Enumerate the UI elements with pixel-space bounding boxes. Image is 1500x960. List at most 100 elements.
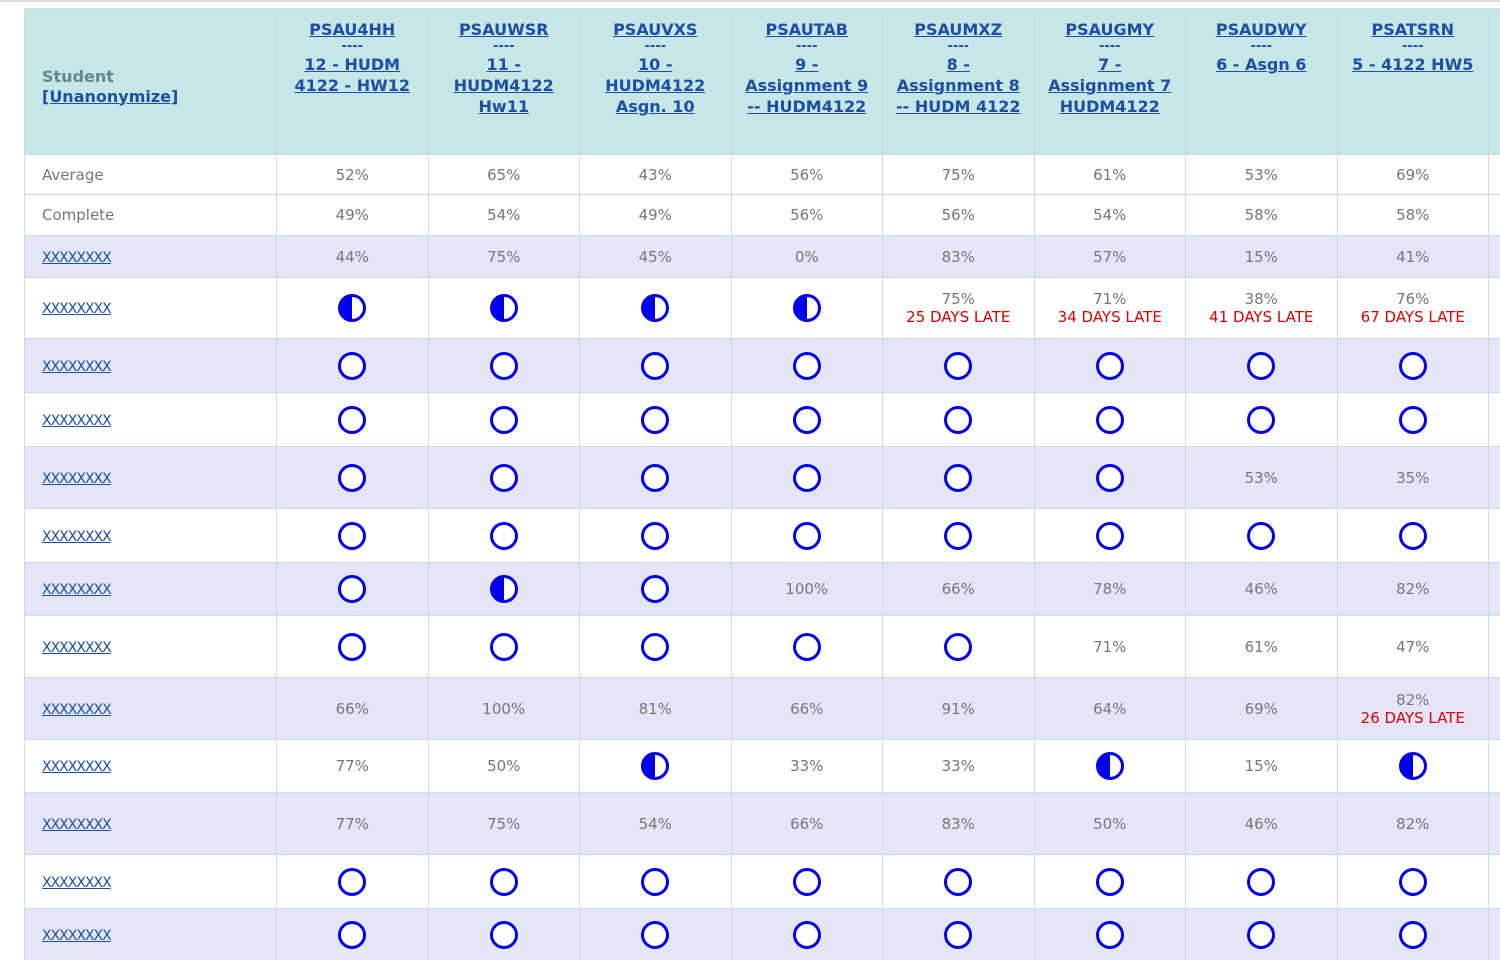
- late-note: 25 DAYS LATE: [906, 308, 1011, 326]
- student-name[interactable]: XXXXXXXX: [42, 470, 112, 487]
- score: 50%: [1093, 814, 1127, 833]
- score: 66%: [790, 814, 824, 833]
- assignment-id[interactable]: PSAUDWY: [1215, 20, 1307, 39]
- assignment-id[interactable]: PSATSRN: [1371, 20, 1455, 39]
- student-name[interactable]: XXXXXXXX: [42, 639, 112, 656]
- student-name[interactable]: XXXXXXXX: [42, 701, 112, 718]
- score: 45%: [638, 247, 672, 266]
- assignment-id[interactable]: PSAUWSR: [458, 20, 549, 39]
- assignment-id[interactable]: PSAU4HH: [309, 20, 396, 39]
- grade-cell: [579, 508, 732, 563]
- summary-value: 54%: [1093, 206, 1127, 224]
- score: 50%: [487, 757, 521, 775]
- student-name[interactable]: XXXXXXXX: [42, 928, 112, 944]
- student-name[interactable]: XXXXXXXX: [42, 301, 112, 317]
- in-progress-icon: [489, 294, 518, 322]
- student-name[interactable]: XXXXXXXX: [42, 874, 112, 891]
- grade-cell: [276, 615, 429, 678]
- assignment-header: PSAUTAB ---- 9 - Assignment 9 -- HUDM4122: [730, 8, 883, 155]
- row-label: XXXXXXXX: [24, 908, 277, 960]
- assignment-title[interactable]: 9 - Assignment 9 -- HUDM4122: [745, 55, 869, 116]
- in-progress-icon: [792, 294, 821, 322]
- score: 66%: [790, 699, 824, 718]
- score: 15%: [1244, 757, 1278, 775]
- student-name[interactable]: XXXXXXXX: [42, 528, 112, 545]
- assignment-title[interactable]: 8 - Assignment 8 -- HUDM 4122: [895, 55, 1021, 116]
- grade-cell: [1185, 854, 1338, 909]
- grade-cell: [882, 392, 1035, 447]
- grade-cell: 81%: [579, 677, 732, 740]
- assignment-title[interactable]: 6 - Asgn 6: [1216, 55, 1307, 74]
- not-started-icon: [641, 867, 670, 896]
- grade-cell: 100%: [730, 562, 883, 616]
- student-name[interactable]: XXXXXXXX: [42, 358, 112, 375]
- student-row: XXXXXXXX 71% 61% 47%: [24, 615, 1500, 678]
- filler-cell: [1488, 154, 1500, 195]
- in-progress-icon: [1398, 752, 1427, 780]
- separator: ----: [947, 39, 970, 54]
- grade-cell: [1033, 392, 1186, 447]
- grade-cell: [579, 338, 732, 393]
- grade-cell: 77%: [276, 792, 429, 855]
- student-name[interactable]: XXXXXXXX: [42, 249, 112, 266]
- score: 83%: [941, 814, 975, 833]
- score: 38%: [1244, 290, 1278, 308]
- student-row: XXXXXXXX: [24, 338, 1500, 393]
- score: 41%: [1396, 247, 1430, 266]
- not-started-icon: [944, 921, 973, 949]
- grade-cell: 57%: [1033, 235, 1186, 278]
- grade-cell: [1185, 508, 1338, 563]
- student-name[interactable]: XXXXXXXX: [42, 759, 112, 775]
- assignment-title[interactable]: 5 - 4122 HW5: [1352, 55, 1474, 74]
- grade-cell: 66%: [730, 792, 883, 855]
- score: 75%: [487, 247, 521, 266]
- not-started-icon: [1095, 521, 1124, 550]
- summary-value: 54%: [487, 206, 521, 224]
- summary-value: 53%: [1244, 165, 1278, 184]
- grade-cell: 0%: [730, 235, 883, 278]
- unanonymize-link[interactable]: [Unanonymize]: [42, 86, 179, 106]
- grade-cell: [427, 508, 580, 563]
- grade-cell: [427, 854, 580, 909]
- score: 69%: [1244, 699, 1278, 718]
- assignment-id[interactable]: PSAUTAB: [765, 20, 848, 39]
- assignment-id[interactable]: PSAUGMY: [1065, 20, 1155, 39]
- not-started-icon: [1398, 405, 1427, 434]
- student-name[interactable]: XXXXXXXX: [42, 816, 112, 833]
- not-started-icon: [1398, 521, 1427, 550]
- row-label: XXXXXXXX: [24, 854, 277, 909]
- grade-cell: [579, 854, 732, 909]
- score: 64%: [1093, 699, 1127, 718]
- assignment-title[interactable]: 11 - HUDM4122 Hw11: [453, 55, 554, 116]
- assignment-id[interactable]: PSAUMXZ: [914, 20, 1003, 39]
- not-started-icon: [1247, 351, 1276, 380]
- assignment-title[interactable]: 7 - Assignment 7 HUDM4122: [1048, 55, 1172, 116]
- assignment-title[interactable]: 10 - HUDM4122 Asgn. 10: [605, 55, 706, 116]
- not-started-icon: [338, 632, 367, 661]
- not-started-icon: [944, 867, 973, 896]
- student-name[interactable]: XXXXXXXX: [42, 412, 112, 429]
- grade-cell: [1336, 338, 1489, 393]
- assignment-header: PSAU4HH ---- 12 - HUDM 4122 - HW12: [276, 8, 429, 155]
- grade-cell: 53%: [1185, 446, 1338, 509]
- not-started-icon: [641, 521, 670, 550]
- grade-cell: 71%: [1033, 615, 1186, 678]
- summary-value: 61%: [1093, 165, 1127, 184]
- summary-value: 75%: [941, 165, 975, 184]
- row-label: XXXXXXXX: [24, 508, 277, 563]
- summary-value: 56%: [790, 206, 824, 224]
- grade-cell: 33%: [882, 739, 1035, 793]
- not-started-icon: [792, 632, 821, 661]
- student-name[interactable]: XXXXXXXX: [42, 582, 112, 598]
- not-started-icon: [641, 463, 670, 492]
- summary-cell: 56%: [730, 194, 883, 236]
- summary-cell: 43%: [579, 154, 732, 195]
- grade-cell: 35%: [1336, 446, 1489, 509]
- not-started-icon: [792, 521, 821, 550]
- grade-cell: [427, 562, 580, 616]
- grade-cell: 82%: [1336, 562, 1489, 616]
- assignment-id[interactable]: PSAUVXS: [613, 20, 698, 39]
- grade-cell: 50%: [1033, 792, 1186, 855]
- score: 83%: [941, 247, 975, 266]
- assignment-title[interactable]: 12 - HUDM 4122 - HW12: [294, 55, 411, 95]
